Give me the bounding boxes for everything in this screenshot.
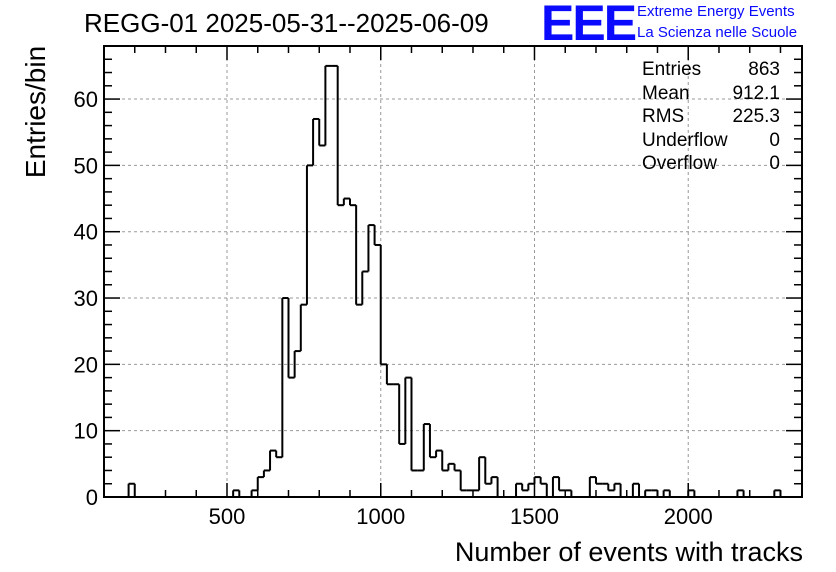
histogram-bin bbox=[404, 376, 412, 444]
histogram-bin bbox=[269, 449, 277, 471]
histogram-bin bbox=[232, 489, 240, 497]
histogram-bin bbox=[478, 456, 486, 491]
stats-label: RMS bbox=[642, 106, 685, 127]
histogram-bin bbox=[361, 270, 369, 305]
x-tick-label: 2000 bbox=[664, 504, 713, 529]
grid-lines bbox=[104, 46, 802, 497]
histogram-bin bbox=[533, 476, 541, 484]
histogram-bin bbox=[484, 457, 492, 485]
histogram-bin bbox=[312, 117, 320, 166]
org-name-line2: La Scienza nelle Scuole bbox=[637, 24, 798, 41]
histogram-bin bbox=[305, 164, 314, 305]
stats-row: Entries 863 bbox=[642, 58, 780, 82]
stats-label: Mean bbox=[642, 82, 690, 104]
histogram-bin bbox=[324, 64, 332, 146]
stats-label: Entries bbox=[642, 59, 702, 80]
y-tick-label: 30 bbox=[74, 286, 98, 311]
histogram-bin bbox=[736, 489, 744, 497]
axis-ticks bbox=[104, 45, 802, 498]
histogram-bin bbox=[299, 303, 307, 352]
histogram-bin bbox=[422, 423, 430, 471]
histogram-bin bbox=[385, 364, 394, 386]
histogram-bin bbox=[441, 450, 449, 472]
x-tick-label: 1000 bbox=[356, 504, 405, 529]
histogram-bin bbox=[287, 298, 295, 379]
y-tick-label: 50 bbox=[74, 153, 98, 178]
stats-label: Overflow bbox=[642, 153, 717, 174]
stats-box: Entries 863 Mean 912.1 RMS 225.3 Underflow 0 Ove… bbox=[642, 58, 780, 176]
histogram-bin bbox=[613, 482, 621, 491]
histogram-bin bbox=[447, 462, 455, 471]
histogram-bars bbox=[127, 64, 782, 497]
histogram-bin bbox=[373, 225, 381, 246]
histogram-bin bbox=[594, 477, 603, 485]
x-tick-label: 1500 bbox=[510, 504, 559, 529]
stats-row: Overflow 0 bbox=[642, 152, 780, 176]
histogram-bin bbox=[631, 482, 640, 497]
histogram-bin bbox=[515, 482, 523, 497]
histogram-bin bbox=[262, 469, 271, 478]
histogram-bin bbox=[551, 476, 560, 497]
x-tick-label: 500 bbox=[209, 504, 246, 529]
histogram-bin bbox=[527, 482, 535, 491]
stats-label: Underflow bbox=[642, 129, 728, 151]
y-tick-label: 10 bbox=[74, 419, 98, 444]
histogram-bin bbox=[342, 197, 350, 206]
org-name-line1: Extreme Energy Events bbox=[637, 3, 795, 20]
histogram-bin bbox=[318, 118, 326, 147]
histogram-bin bbox=[687, 489, 695, 497]
histogram-bin bbox=[539, 477, 547, 485]
tick-labels: 500 1000 1500 2000 0 10 20 30 40 50 60 bbox=[74, 87, 713, 529]
histogram-bin bbox=[379, 244, 387, 366]
histogram-bin bbox=[662, 489, 670, 497]
histogram-bin bbox=[256, 476, 264, 491]
histogram-bin bbox=[521, 483, 529, 492]
histogram-bin bbox=[293, 350, 301, 378]
y-tick-label: 20 bbox=[74, 352, 98, 377]
stats-value: 863 bbox=[748, 59, 780, 80]
histogram-bin bbox=[453, 463, 461, 472]
stats-value: 912.1 bbox=[732, 82, 780, 104]
x-axis-label: Number of events with tracks bbox=[454, 537, 803, 567]
histogram-bin bbox=[336, 65, 344, 207]
stats-row: RMS 225.3 bbox=[642, 105, 780, 129]
histogram-bin bbox=[607, 483, 615, 492]
histogram-bin bbox=[435, 449, 443, 458]
histogram-bin bbox=[355, 205, 363, 306]
histogram-bin bbox=[773, 489, 781, 497]
stats-row: Mean 912.1 bbox=[642, 82, 780, 106]
histogram-bin bbox=[250, 489, 258, 497]
histogram-bin bbox=[127, 482, 135, 497]
stats-value: 225.3 bbox=[732, 106, 780, 127]
y-tick-label: 40 bbox=[74, 220, 98, 245]
histogram-bin bbox=[281, 297, 289, 458]
stats-value: 0 bbox=[769, 153, 780, 174]
histogram-bin bbox=[367, 224, 375, 272]
plot-frame bbox=[103, 45, 803, 498]
y-tick-label: 60 bbox=[74, 87, 98, 112]
stats-row: Underflow 0 bbox=[642, 129, 780, 153]
histogram-bin bbox=[275, 450, 283, 459]
histogram-bin bbox=[348, 198, 357, 207]
histogram-bin bbox=[588, 476, 596, 497]
y-tick-label: 0 bbox=[86, 485, 98, 510]
histogram-bin bbox=[410, 377, 418, 472]
histogram-bin bbox=[398, 384, 406, 445]
histogram-bin bbox=[428, 424, 437, 459]
eee-logo: EEE bbox=[541, 0, 637, 51]
histogram-bin bbox=[644, 489, 652, 497]
histogram-bin bbox=[459, 470, 467, 492]
chart-title: REGG-01 2025-05-31--2025-06-09 bbox=[84, 8, 489, 38]
stats-value: 0 bbox=[769, 129, 780, 151]
histogram-bin bbox=[490, 476, 498, 484]
histogram-bin bbox=[558, 477, 566, 492]
